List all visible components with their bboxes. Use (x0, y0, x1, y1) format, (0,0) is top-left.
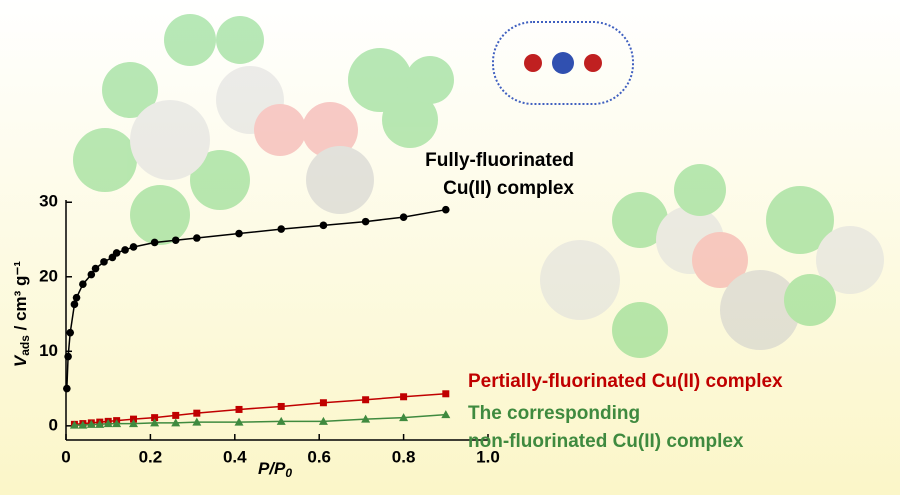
series-label: Fully-fluorinated Cu(II) complex (425, 150, 574, 199)
point (79, 280, 87, 289)
point (63, 384, 71, 393)
point (277, 402, 285, 410)
x-tick-label: 0.2 (139, 447, 163, 466)
point (66, 328, 75, 337)
x-tick-label: 0.4 (223, 447, 247, 466)
x-axis-label: P/P0 (258, 459, 292, 480)
point (318, 416, 328, 425)
point (112, 419, 122, 428)
point (442, 390, 450, 398)
point (64, 352, 72, 361)
series-line (74, 393, 446, 426)
y-axis-label: Vads / cm³ g⁻¹ (11, 261, 32, 368)
point (78, 420, 88, 429)
point (362, 396, 370, 404)
y-tick-label: 30 (39, 192, 58, 211)
point (319, 221, 328, 230)
point (192, 417, 202, 426)
point (193, 234, 201, 242)
point (95, 419, 105, 428)
point (171, 236, 180, 245)
x-tick-label: 0 (61, 447, 70, 466)
x-label-main: P/P (258, 459, 286, 478)
point (112, 249, 121, 257)
point (441, 410, 451, 419)
point (86, 419, 96, 428)
point (442, 205, 450, 214)
molecule-right (540, 164, 884, 358)
point (277, 225, 286, 233)
x-label-sub: 0 (285, 466, 292, 480)
point (129, 243, 138, 251)
point (150, 238, 159, 247)
molecule-top (73, 14, 454, 245)
y-tick-label: 10 (39, 341, 58, 360)
y-tick-label: 0 (49, 415, 58, 434)
x-tick-label: 0.6 (307, 447, 331, 466)
y-tick-label: 20 (39, 266, 58, 285)
point (361, 217, 370, 226)
point (150, 418, 160, 427)
point (87, 270, 96, 279)
point (276, 416, 286, 425)
point (319, 399, 327, 407)
point (193, 409, 201, 417)
point (235, 405, 243, 413)
y-label-unit: / cm³ g⁻¹ (11, 261, 30, 335)
point (399, 413, 409, 422)
point (400, 393, 408, 401)
point (399, 213, 408, 221)
point (172, 411, 180, 419)
y-label-sub: ads (18, 335, 32, 356)
x-tick-label: 0.8 (392, 447, 416, 466)
point (129, 419, 139, 428)
point (70, 300, 79, 309)
point (234, 417, 244, 426)
point (100, 258, 108, 266)
x-tick-label: 1.0 (476, 447, 500, 466)
point (235, 229, 243, 238)
orbital-icon (492, 21, 634, 105)
point (69, 420, 79, 429)
point (103, 419, 113, 428)
point (72, 293, 81, 302)
point (91, 264, 100, 273)
series-label: Pertially-fluorinated Cu(II) complex (468, 371, 783, 392)
point (151, 414, 159, 422)
point (121, 246, 129, 254)
y-label-symbol: V (11, 354, 30, 367)
point (171, 418, 181, 427)
point (361, 414, 371, 423)
series-line (74, 413, 446, 426)
series-label: The corresponding non-fluorinated Cu(II)… (468, 403, 744, 452)
